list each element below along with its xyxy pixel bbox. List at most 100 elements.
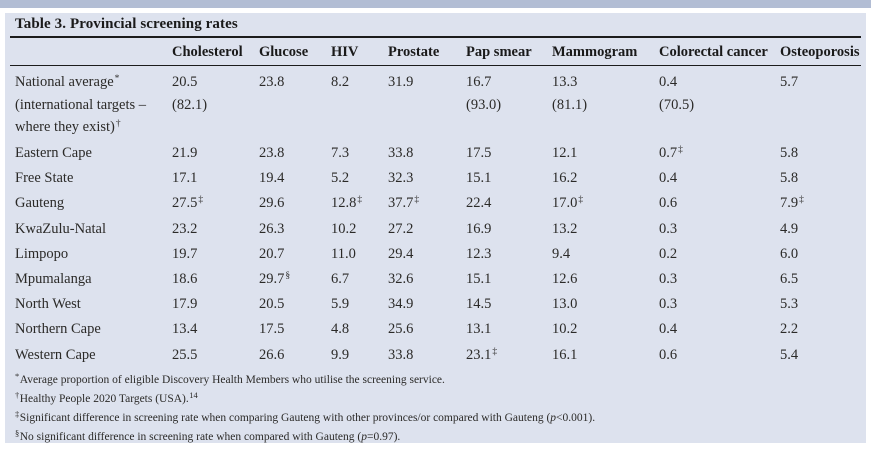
table-cell: 27.2	[388, 220, 466, 238]
table-cell: 8.2	[331, 71, 388, 139]
cell-value: 5.9	[331, 296, 350, 313]
table-cell: 5.2	[331, 169, 388, 187]
cell-value: 2.2	[780, 321, 799, 338]
cell-value: 9.4	[552, 245, 571, 262]
footnote-p-italic: p	[550, 412, 557, 425]
cell-value: 27.2	[388, 220, 414, 237]
cell-value: 13.3	[552, 74, 578, 90]
column-header: Prostate	[388, 44, 440, 60]
cell-target-value: (82.1)	[172, 96, 208, 113]
row-label: Gauteng	[15, 194, 172, 212]
cell-value: 0.6	[659, 195, 678, 212]
table-cell: 12.3	[466, 245, 552, 263]
cell-value: 0.4	[659, 74, 678, 90]
row-label-line: Mpumalanga	[15, 270, 172, 288]
table-card: Table 3. Provincial screening rates Chol…	[5, 13, 866, 443]
cell-value: 23.8	[259, 74, 285, 90]
table-cell: 7.9‡	[780, 194, 861, 212]
table-cell: 0.6	[659, 194, 780, 212]
table-cell: 10.2	[552, 320, 659, 338]
cell-value: 20.5	[259, 296, 285, 313]
column-header: Mammogram	[552, 44, 638, 60]
table-row: North West 17.9 20.5 5.9 34.9 14.5 13.0 0.3 5.3	[10, 292, 861, 317]
superscript-marker: ‡	[414, 195, 420, 206]
table-cell: 20.7	[259, 245, 331, 263]
table-header-row: Cholesterol Glucose HIV Prostate Pap smear Ma…	[10, 38, 861, 66]
table-cell: 23.8	[259, 71, 331, 139]
table-row: KwaZulu-Natal 23.2 26.3 10.2 27.2 16.9 13.2 0.3…	[10, 216, 861, 241]
table-cell: 23.2	[172, 220, 259, 238]
table-cell: 20.5	[259, 295, 331, 313]
table-cell: 16.7 (93.0)	[466, 71, 552, 139]
footnote-text-tail: <0.001).	[556, 412, 596, 425]
cell-value: 19.7	[172, 245, 198, 262]
table-cell: 12.8‡	[331, 194, 388, 212]
row-label-text: North West	[15, 296, 81, 313]
cell-value: 5.8	[780, 170, 799, 187]
row-label-text: Eastern Cape	[15, 145, 92, 162]
table-cell: 31.9	[388, 71, 466, 139]
table-cell: 22.4	[466, 194, 552, 212]
table-cell: 17.1	[172, 169, 259, 187]
table-cell: 2.2	[780, 320, 861, 338]
footnote-text: Significant difference in screening rate…	[19, 412, 551, 425]
cell-value: 26.6	[259, 346, 285, 363]
superscript-marker: ‡	[492, 346, 498, 357]
table-cell: 26.3	[259, 220, 331, 238]
table-cell: 17.9	[172, 295, 259, 313]
row-label: Free State	[15, 169, 172, 187]
row-label: Eastern Cape	[15, 144, 172, 162]
footnote: †Healthy People 2020 Targets (USA).14	[15, 390, 861, 409]
table-cell: 32.6	[388, 270, 466, 288]
table-cell: 6.5	[780, 270, 861, 288]
cell-value: 15.1	[466, 271, 492, 288]
cell-value: 12.8	[331, 195, 357, 212]
footnote-text: Healthy People 2020 Targets (USA).	[19, 393, 189, 406]
row-label-line: National average*	[15, 71, 172, 94]
cell-value: 11.0	[331, 245, 356, 262]
row-label-line: Eastern Cape	[15, 144, 172, 162]
table-cell: 13.4	[172, 320, 259, 338]
cell-value: 34.9	[388, 296, 414, 313]
cell-value: 19.4	[259, 170, 285, 187]
footnotes: *Average proportion of eligible Discover…	[10, 371, 861, 447]
table-cell: 0.3	[659, 295, 780, 313]
row-label-text: (international targets –	[15, 96, 146, 113]
table-cell: 37.7‡	[388, 194, 466, 212]
cell-value: 37.7	[388, 195, 414, 212]
cell-value: 0.4	[659, 321, 678, 338]
table-cell: 0.4	[659, 320, 780, 338]
footnote-text: Average proportion of eligible Discovery…	[19, 374, 445, 387]
cell-value: 23.1	[466, 346, 492, 363]
cell-target-value: (93.0)	[466, 96, 502, 113]
cell-value: 29.7	[259, 271, 285, 288]
cell-value: 17.0	[552, 195, 578, 212]
cell-value: 16.1	[552, 346, 578, 363]
cell-value: 5.4	[780, 346, 799, 363]
superscript-marker: †	[115, 119, 121, 129]
table-cell: 5.7	[780, 71, 861, 139]
cell-value: 6.7	[331, 271, 350, 288]
cell-value: 5.2	[331, 170, 350, 187]
cell-value: 0.6	[659, 346, 678, 363]
table-cell: 6.7	[331, 270, 388, 288]
table-cell: 5.3	[780, 295, 861, 313]
table-row: National average* (international targets …	[10, 66, 861, 141]
cell-value: 5.3	[780, 296, 799, 313]
table-cell: 29.4	[388, 245, 466, 263]
row-label-line: Western Cape	[15, 346, 172, 364]
table-cell: 19.4	[259, 169, 331, 187]
table-cell: 0.7‡	[659, 144, 780, 162]
table-cell: 17.0‡	[552, 194, 659, 212]
superscript-marker: ‡	[357, 195, 363, 206]
cell-value: 13.0	[552, 296, 578, 313]
cell-value: 12.1	[552, 145, 578, 162]
table-cell: 11.0	[331, 245, 388, 263]
row-label-text: Mpumalanga	[15, 271, 92, 288]
table-cell: 13.1	[466, 320, 552, 338]
table-cell: 14.5	[466, 295, 552, 313]
superscript-marker: ‡	[578, 195, 584, 206]
table-cell: 16.1	[552, 346, 659, 364]
table-cell: 6.0	[780, 245, 861, 263]
row-label-line: Free State	[15, 169, 172, 187]
